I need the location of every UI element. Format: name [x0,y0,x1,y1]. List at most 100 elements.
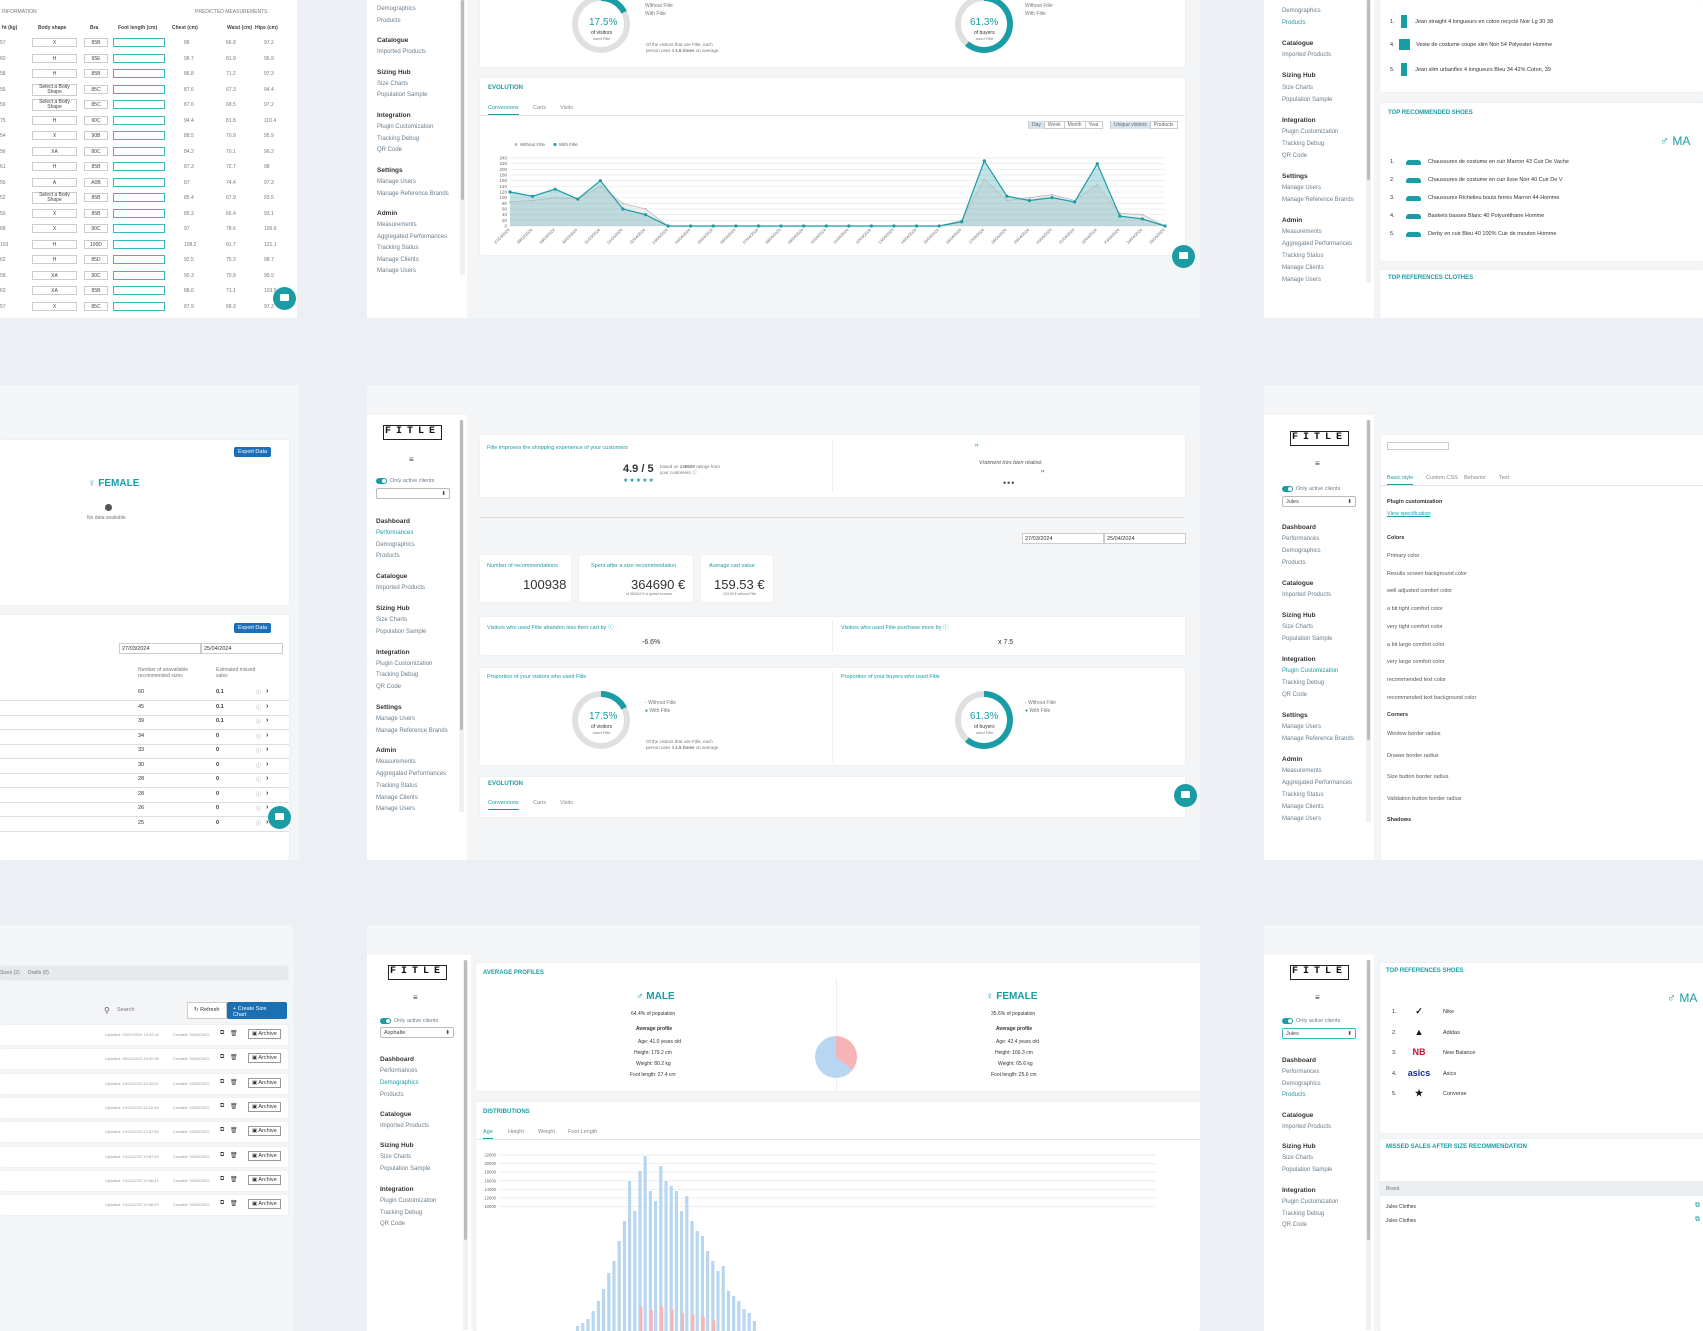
sidebar-group-admin[interactable]: Admin [376,747,397,754]
chevron-right-icon[interactable]: › [266,775,269,782]
foot-length-input[interactable] [113,53,165,63]
chevron-right-icon[interactable]: › [266,688,269,695]
bra-select[interactable]: 85C [84,301,108,311]
sidebar-item-population[interactable]: Population Sample [1282,1167,1333,1173]
tab-text[interactable]: Text [1499,475,1510,481]
sidebar-item-tracking[interactable]: Tracking Debug [380,1210,423,1216]
chevron-right-icon[interactable]: › [266,746,269,753]
sidebar-item-imported[interactable]: Imported Products [376,585,426,591]
sidebar-item-aggregated[interactable]: Aggregated Performances [376,771,447,777]
sidebar-item-manage-users[interactable]: Manage Users [1282,724,1322,730]
sidebar-item-size-charts[interactable]: Size Charts [1282,624,1314,630]
sidebar-group-sizing[interactable]: Sizing Hub [380,1142,414,1149]
body-shape-select[interactable]: H [32,53,77,63]
date-from[interactable]: 27/03/2024 [119,643,201,654]
sidebar-item-size-charts[interactable]: Size Charts [377,81,409,87]
sidebar-item-measurements[interactable]: Measurements [377,222,417,228]
client-select[interactable]: ⬍ [376,488,450,499]
client-select[interactable]: Jules ⬍ [1282,496,1356,507]
sidebar-item-plugin[interactable]: Plugin Customization [1282,129,1339,135]
body-shape-select[interactable]: Select a Body Shape [32,99,77,111]
only-active-toggle[interactable] [376,478,387,484]
tab-custom-css[interactable]: Custom CSS [1426,475,1458,481]
sidebar-item-measurements[interactable]: Measurements [376,759,416,765]
sidebar-item-performances[interactable]: Performances [376,530,414,536]
archive-button[interactable]: ▣ Archive [248,1199,281,1210]
period-month[interactable]: Month [1063,121,1085,129]
tab-conversions[interactable]: Conversions [488,105,519,115]
sidebar-item-qr[interactable]: QR Code [377,147,403,153]
sidebar-group-sizing[interactable]: Sizing Hub [376,605,410,612]
sidebar-item-products[interactable]: Products [377,18,401,24]
sidebar-item-reference-brands[interactable]: Manage Reference Brands [1282,736,1354,742]
sidebar-scrollbar[interactable] [1366,0,1371,283]
sidebar-item-tracking[interactable]: Tracking Debug [376,672,419,678]
sidebar-item-admin-users[interactable]: Manage Users [376,806,416,812]
sidebar-item-plugin[interactable]: Plugin Customization [1282,1199,1339,1205]
sidebar-item-tracking[interactable]: Tracking Debug [377,136,420,142]
body-shape-select[interactable]: Select a Body Shape [32,83,77,96]
sidebar-item-size-charts[interactable]: Size Charts [380,1154,412,1160]
sidebar-item-manage-users[interactable]: Manage Users [377,179,417,185]
bra-select[interactable]: 80C [84,146,108,156]
body-shape-select[interactable]: H [32,239,77,249]
foot-length-input[interactable] [113,131,165,140]
sidebar-item-aggregated[interactable]: Aggregated Performances [1282,780,1353,786]
tab-drafts[interactable]: Drafts (0) [28,970,49,976]
sidebar-item-measurements[interactable]: Measurements [1282,229,1322,235]
sidebar-item-tracking-status[interactable]: Tracking Status [1282,792,1324,798]
foot-length-input[interactable] [113,84,165,94]
mode-products[interactable]: Products [1149,121,1177,129]
foot-length-input[interactable] [113,286,165,295]
sidebar-item-population[interactable]: Population Sample [1282,636,1333,642]
chevron-right-icon[interactable]: › [266,731,269,739]
body-shape-select[interactable]: X [32,301,77,311]
client-select[interactable]: Asphalte ⬍ [380,1027,454,1038]
sidebar-item-demographics[interactable]: Demographics [1282,1081,1321,1087]
sidebar-item-products[interactable]: Products [1282,1092,1306,1098]
search-input[interactable]: Search [117,1007,135,1013]
sidebar-item-tracking[interactable]: Tracking Debug [1282,1211,1325,1217]
sidebar-item-manage-clients[interactable]: Manage Clients [1282,265,1324,271]
tab-weight[interactable]: Weight [538,1129,556,1135]
sidebar-group-settings[interactable]: Settings [376,704,402,711]
bra-select[interactable]: 85B [84,38,108,47]
fitle-logo[interactable]: FITLE [1290,431,1349,446]
sidebar-item-demographics[interactable]: Demographics [377,6,416,12]
chevron-right-icon[interactable]: › [266,717,269,724]
sidebar-item-manage-users[interactable]: Manage Users [1282,185,1322,191]
external-link-icon[interactable]: ⧉ [220,1078,225,1085]
bra-select[interactable]: 85B [84,193,108,202]
trash-icon[interactable]: 🗑 [230,1055,238,1062]
body-shape-select[interactable]: X [32,131,77,140]
archive-button[interactable]: ▣ Archive [248,1101,281,1112]
external-link-icon[interactable]: ⧉ [220,1054,225,1061]
sidebar-item-demographics[interactable]: Demographics [380,1080,419,1086]
body-shape-select[interactable]: H [32,69,77,78]
sidebar-item-demographics[interactable]: Demographics [1282,8,1321,14]
trash-icon[interactable]: 🗑 [230,1128,238,1135]
body-shape-select[interactable]: XA [32,270,77,280]
chat-button-4[interactable] [1174,784,1197,807]
sidebar-item-population[interactable]: Population Sample [377,92,428,98]
period-day[interactable]: Day [1029,121,1044,129]
period-week[interactable]: Week [1043,121,1064,129]
sidebar-item-qr[interactable]: QR Code [380,1221,406,1227]
tab-basic-style[interactable]: Basic style [1387,475,1414,485]
foot-length-input[interactable] [113,239,165,249]
sidebar-item-qr[interactable]: QR Code [1282,153,1308,159]
tab-carts[interactable]: Carts [533,105,547,111]
export-button[interactable]: Export Data [234,447,272,457]
sidebar-item-plugin[interactable]: Plugin Customization [380,1198,437,1204]
sidebar-item-size-charts[interactable]: Size Charts [376,617,408,623]
sidebar-group-admin[interactable]: Admin [1282,217,1303,224]
body-shape-select[interactable]: XA [32,286,77,295]
date-to[interactable]: 25/04/2024 [1104,533,1186,544]
external-link-icon[interactable]: ⧉ [220,1102,225,1109]
tab-visits[interactable]: Visits [560,105,574,111]
sidebar-item-population[interactable]: Population Sample [380,1166,431,1172]
sidebar-group-catalogue[interactable]: Catalogue [1282,580,1314,587]
sidebar-item-demographics[interactable]: Demographics [376,542,415,548]
sidebar-scrollbar[interactable] [459,420,464,812]
sidebar-item-demographics[interactable]: Demographics [1282,548,1321,554]
